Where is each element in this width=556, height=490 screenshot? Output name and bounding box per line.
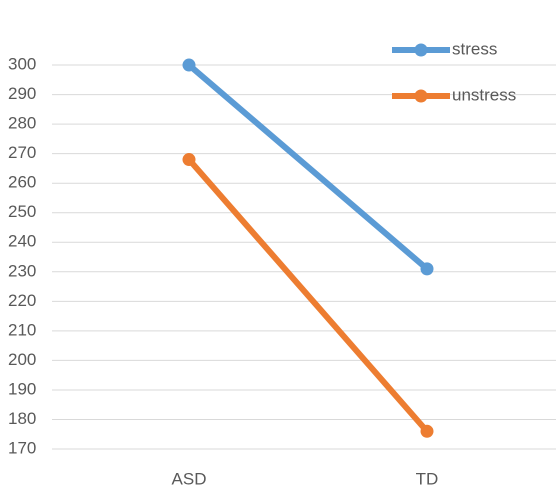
legend-label: unstress xyxy=(452,85,516,104)
data-point xyxy=(183,153,196,166)
y-tick-label: 250 xyxy=(8,202,36,221)
y-tick-label: 200 xyxy=(8,350,36,369)
data-point xyxy=(421,425,434,438)
y-tick-label: 300 xyxy=(8,55,36,74)
y-tick-label: 220 xyxy=(8,291,36,310)
chart: 170 180 190 200 210 220 230 240 250 260 270 280 290 3… xyxy=(0,0,556,490)
x-tick-label: ASD xyxy=(172,469,207,488)
y-tick-label: 190 xyxy=(8,379,36,398)
y-tick-label: 230 xyxy=(8,261,36,280)
y-tick-label: 280 xyxy=(8,114,36,133)
legend-label: stress xyxy=(452,39,497,58)
y-tick-label: 260 xyxy=(8,173,36,192)
x-tick-label: TD xyxy=(416,469,439,488)
y-tick-label: 290 xyxy=(8,84,36,103)
y-tick-label: 240 xyxy=(8,232,36,251)
y-tick-label: 180 xyxy=(8,409,36,428)
data-point xyxy=(183,59,196,72)
y-tick-label: 270 xyxy=(8,143,36,162)
line-series xyxy=(189,160,427,432)
line-series xyxy=(189,65,427,269)
legend-marker xyxy=(415,90,428,103)
page: {"chart_data": {"type": "line", "categor… xyxy=(0,0,556,490)
y-tick-label: 210 xyxy=(8,320,36,339)
y-tick-label: 170 xyxy=(8,439,36,458)
data-point xyxy=(421,262,434,275)
legend-marker xyxy=(415,44,428,57)
